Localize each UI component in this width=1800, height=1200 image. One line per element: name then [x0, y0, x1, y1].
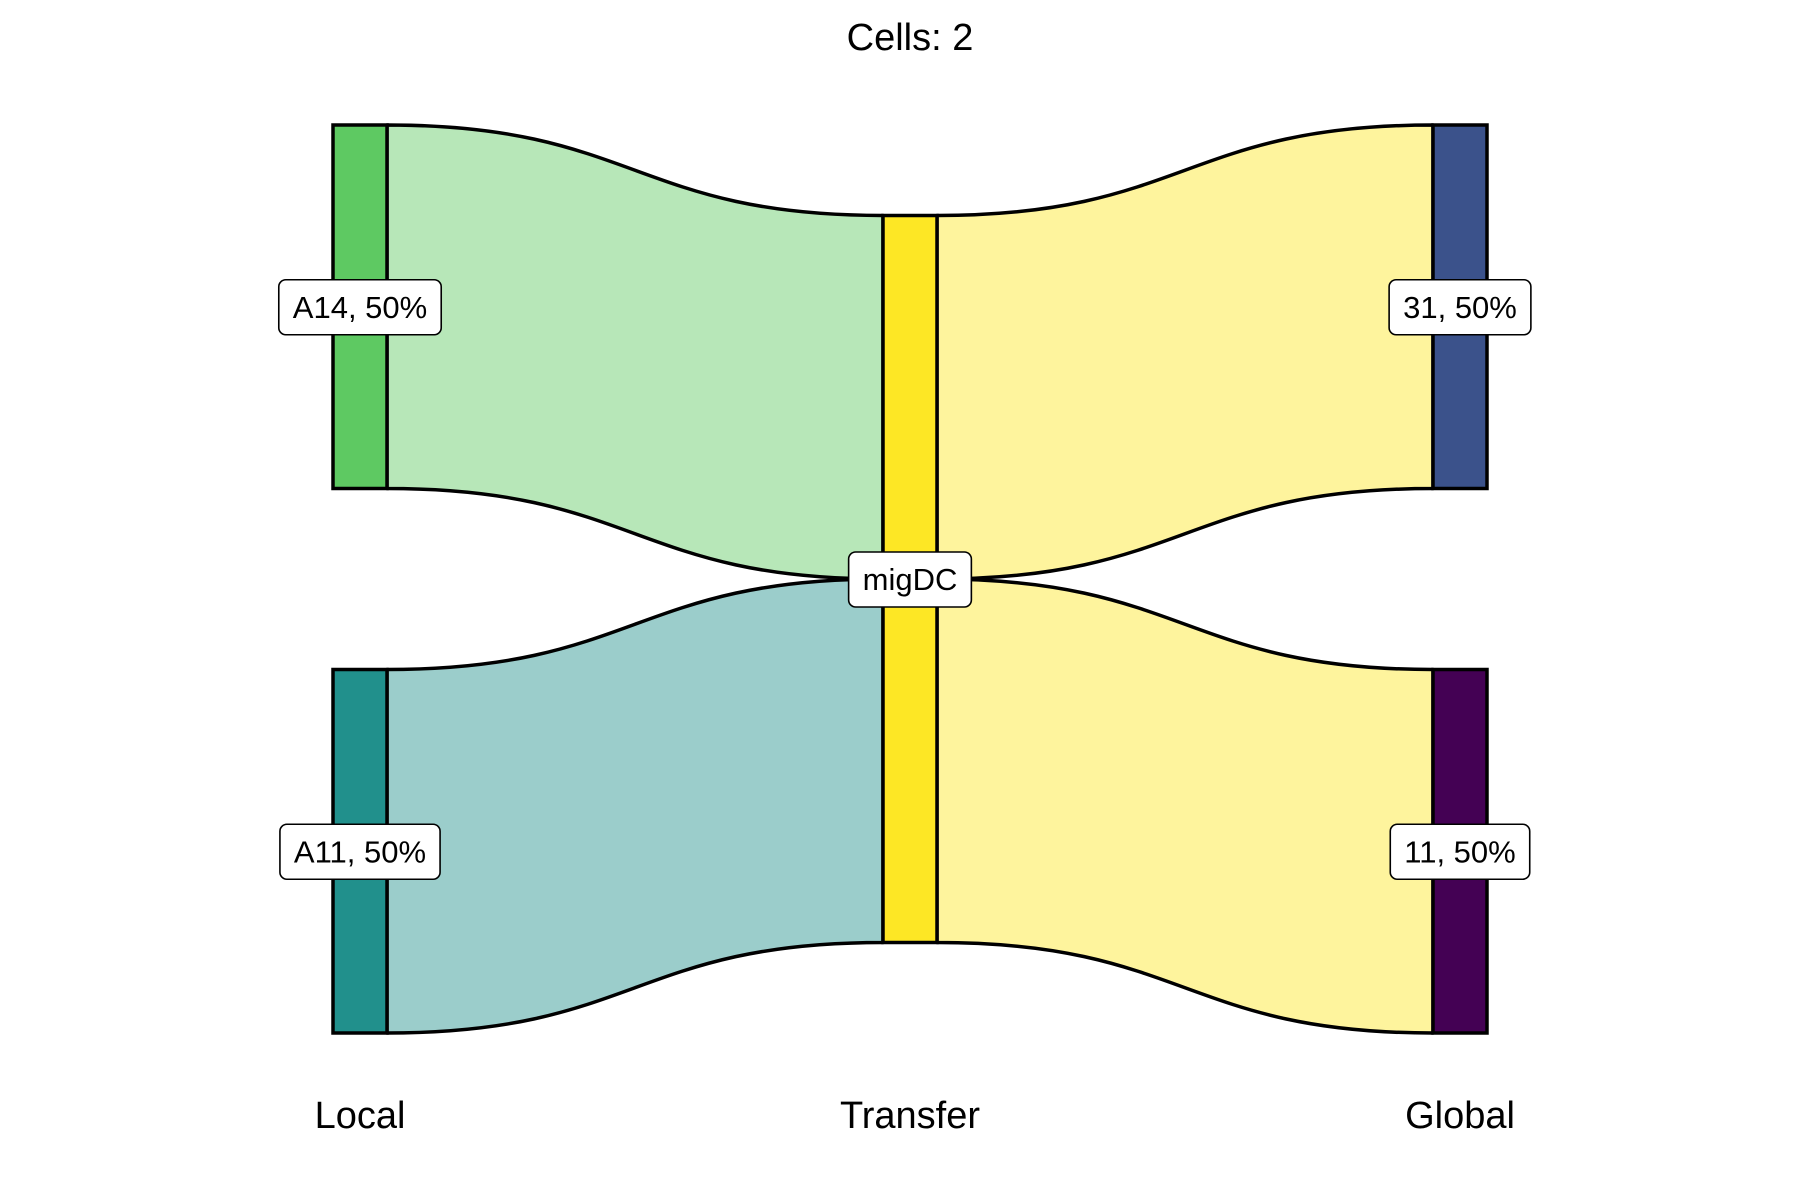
- chart-title: Cells: 2: [847, 17, 974, 59]
- stratum-label-box-local-A11: [279, 823, 441, 881]
- flow-A11-11-segment-1: [385, 577, 885, 1035]
- stratum-label-box-transfer-migDC: [847, 551, 973, 608]
- stratum-label-text-global-31: 31, 50%: [1403, 290, 1517, 325]
- flow-A14-31-segment-1: [385, 123, 885, 581]
- axis-labels: Local Transfer Global: [315, 1095, 1515, 1137]
- axis-label-global: Global: [1405, 1095, 1515, 1137]
- stratum-label-transfer-migDC: migDC: [847, 551, 973, 608]
- axis-label-local: Local: [315, 1095, 406, 1137]
- stratum-label-text-transfer-migDC: migDC: [863, 562, 958, 597]
- stratum-label-text-local-A11: A11, 50%: [294, 834, 426, 869]
- flows-layer: [385, 123, 1435, 1035]
- stratum-label-text-local-A14: A14, 50%: [293, 290, 427, 325]
- stratum-label-global-31: 31, 50%: [1388, 278, 1532, 336]
- stratum-label-global-11: 11, 50%: [1389, 823, 1531, 881]
- stratum-label-text-global-11: 11, 50%: [1404, 834, 1515, 869]
- stratum-label-box-global-31: [1388, 278, 1532, 336]
- stratum-label-local-A14: A14, 50%: [277, 278, 443, 336]
- flow-A11-11-segment-2: [935, 577, 1435, 1035]
- stratum-label-box-local-A14: [277, 278, 443, 336]
- flow-A14-31-segment-2: [935, 123, 1435, 581]
- stratum-label-box-global-11: [1389, 823, 1531, 881]
- axis-label-transfer: Transfer: [840, 1095, 980, 1137]
- stratum-label-local-A11: A11, 50%: [279, 823, 441, 881]
- labels-layer: A14, 50% A11, 50% migDC 31, 50% 11, 50%: [277, 278, 1532, 881]
